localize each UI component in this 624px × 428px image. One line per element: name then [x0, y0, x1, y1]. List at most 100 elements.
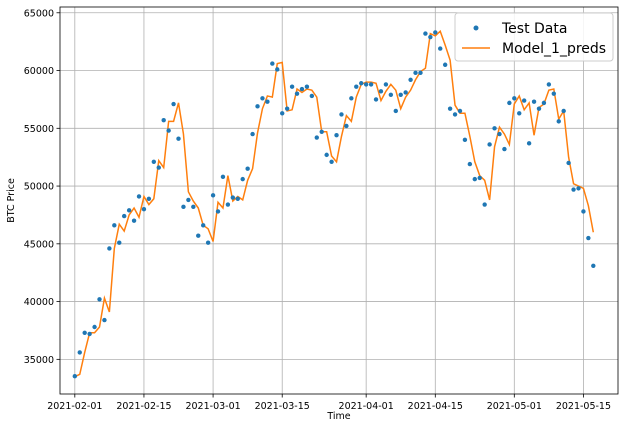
x-tick-label: 2021-03-01 — [185, 401, 240, 412]
y-tick-label: 65000 — [24, 8, 54, 19]
test-data-point — [324, 152, 329, 158]
test-data-point — [428, 34, 433, 40]
test-data-point — [472, 176, 477, 182]
test-data-point — [447, 106, 453, 111]
test-data-point — [571, 187, 576, 192]
test-data-point — [87, 331, 92, 337]
test-data-point — [581, 209, 586, 214]
test-data-point — [492, 126, 497, 131]
test-data-point — [102, 317, 107, 323]
test-data-point — [373, 97, 379, 102]
legend-label-test-data: Test Data — [501, 21, 567, 37]
test-data-point — [418, 70, 423, 76]
test-data-point — [586, 235, 591, 241]
test-data-point — [526, 141, 532, 146]
test-data-point — [363, 82, 369, 87]
test-data-point — [161, 118, 166, 123]
test-data-point — [517, 111, 522, 116]
test-data-point — [477, 175, 482, 181]
test-data-point — [591, 263, 596, 268]
test-data-point — [131, 218, 137, 223]
test-data-point — [201, 223, 206, 228]
test-data-point — [280, 111, 285, 116]
test-data-point — [235, 196, 240, 201]
test-data-point — [319, 129, 324, 134]
test-data-point — [225, 202, 231, 207]
test-data-point — [497, 131, 502, 137]
test-data-point — [112, 223, 117, 228]
test-data-point — [196, 233, 201, 238]
test-data-point — [368, 82, 374, 87]
x-axis-ticks: 2021-02-01 2021-02-15 2021-03-01 2021-03-15… — [47, 394, 611, 412]
test-data-point — [220, 174, 226, 180]
test-data-point — [136, 194, 142, 199]
y-tick-label: 60000 — [24, 66, 54, 77]
y-tick-label: 35000 — [24, 355, 54, 366]
test-data-point — [260, 96, 265, 101]
test-data-point — [521, 98, 527, 103]
test-data-point — [181, 204, 186, 210]
x-tick-label: 2021-02-15 — [116, 401, 171, 412]
test-data-point — [176, 136, 181, 141]
model-preds-line — [74, 29, 595, 378]
test-data-point — [97, 297, 102, 302]
test-data-point — [566, 160, 571, 166]
test-data-point — [275, 67, 280, 72]
test-data-point — [438, 46, 443, 51]
test-data-point — [126, 208, 132, 213]
test-data-point — [215, 209, 221, 214]
test-data-point — [467, 161, 473, 167]
test-data-point — [344, 123, 349, 129]
test-data-point — [561, 108, 566, 114]
test-data-point — [433, 30, 438, 35]
x-tick-label: 2021-05-15 — [556, 401, 611, 412]
test-data-point — [77, 350, 82, 355]
y-tick-label: 40000 — [24, 297, 54, 308]
test-data-point — [398, 92, 403, 97]
test-data-point — [92, 324, 97, 330]
legend-box — [454, 12, 614, 62]
test-data-point — [408, 77, 413, 82]
y-tick-label: 55000 — [24, 124, 54, 135]
x-tick-label: 2021-03-15 — [255, 401, 310, 412]
test-data-point — [551, 91, 557, 96]
test-data-point — [284, 106, 290, 111]
test-data-point — [383, 82, 389, 87]
test-data-point — [413, 70, 418, 76]
test-data-point — [359, 81, 364, 86]
grid-lines — [60, 7, 618, 394]
test-data-point — [294, 91, 300, 96]
y-tick-label: 45000 — [24, 239, 54, 250]
test-data-series — [72, 30, 596, 379]
test-data-point — [576, 186, 581, 191]
test-data-point — [151, 159, 157, 164]
test-data-point — [329, 159, 334, 164]
legend-label-model-preds: Model_1_preds — [502, 41, 606, 57]
test-data-point — [531, 99, 537, 104]
test-data-point — [82, 330, 87, 335]
test-data-point — [289, 84, 295, 89]
test-data-point — [265, 99, 270, 104]
test-data-point — [393, 108, 398, 114]
test-data-point — [250, 131, 255, 137]
test-data-point — [502, 146, 507, 152]
test-data-point — [240, 176, 245, 182]
test-data-point — [403, 90, 408, 95]
test-data-point — [245, 166, 250, 171]
test-data-point — [156, 165, 161, 170]
x-tick-label: 2021-04-01 — [339, 401, 394, 412]
test-data-point — [191, 204, 196, 210]
test-data-point — [442, 62, 448, 67]
test-data-point — [423, 31, 428, 36]
test-data-point — [309, 93, 315, 99]
y-axis-ticks: 35000 40000 45000 50000 55000 60000 65000 — [24, 8, 60, 366]
test-data-point — [171, 101, 176, 107]
test-data-point — [141, 206, 147, 212]
test-data-point — [487, 142, 492, 147]
test-data-point — [388, 92, 394, 97]
test-data-point — [314, 135, 319, 140]
test-data-point — [349, 96, 354, 101]
test-data-point — [186, 197, 191, 203]
legend: Test Data Model_1_preds — [454, 12, 614, 62]
test-data-point — [117, 240, 122, 245]
